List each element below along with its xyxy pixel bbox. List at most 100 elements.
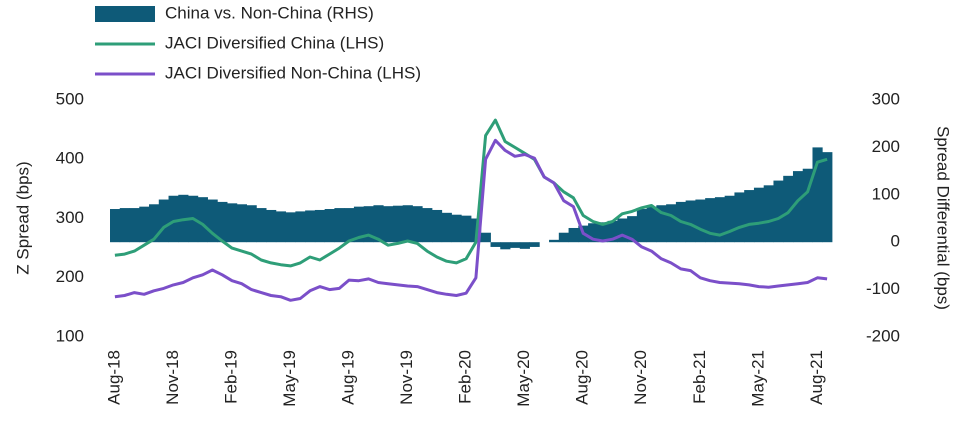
legend-label: China vs. Non-China (RHS) xyxy=(165,3,374,22)
y-axis-title: Z Spread (bps) xyxy=(13,161,32,274)
bar xyxy=(110,209,121,243)
x-tick-label: Aug-18 xyxy=(104,350,123,405)
bar xyxy=(734,192,745,243)
bar xyxy=(812,147,823,243)
x-tick-label: Nov-20 xyxy=(631,350,650,405)
legend-swatch xyxy=(95,6,155,22)
bar xyxy=(529,242,540,247)
legend-label: JACI Diversified Non-China (LHS) xyxy=(165,63,421,82)
x-tick-label: Feb-20 xyxy=(456,350,475,404)
bar xyxy=(695,199,706,243)
bar xyxy=(714,197,726,243)
bar xyxy=(314,209,326,243)
bar xyxy=(617,218,628,243)
bar xyxy=(402,205,413,243)
bar xyxy=(451,214,462,243)
bar xyxy=(392,205,404,243)
y2-tick-label: 100 xyxy=(872,184,900,203)
legend-label: JACI Diversified China (LHS) xyxy=(165,33,384,52)
bar xyxy=(724,195,735,243)
bar xyxy=(149,204,160,243)
bar xyxy=(305,210,316,243)
bar xyxy=(568,227,579,243)
y-tick-label: 100 xyxy=(56,326,84,345)
bar xyxy=(266,209,277,243)
bar xyxy=(549,239,560,243)
y-tick-label: 500 xyxy=(56,89,84,108)
x-tick-label: Nov-18 xyxy=(163,350,182,405)
bar xyxy=(753,187,765,243)
y-tick-label: 200 xyxy=(56,267,84,286)
y2-axis-title: Spread Differential (bps) xyxy=(934,126,953,310)
bar xyxy=(597,222,608,243)
bar xyxy=(412,206,423,243)
y2-tick-label: -200 xyxy=(866,326,900,345)
bar xyxy=(636,209,648,243)
bar xyxy=(227,203,238,243)
bar xyxy=(383,206,394,243)
bar xyxy=(431,209,443,243)
bar xyxy=(500,242,511,250)
bar xyxy=(802,168,813,243)
x-tick-label: Aug-19 xyxy=(339,350,358,405)
x-tick-label: Nov-19 xyxy=(397,350,416,405)
bar xyxy=(275,211,287,243)
bar xyxy=(334,208,345,243)
y2-tick-label: 300 xyxy=(872,89,900,108)
y-tick-label: 400 xyxy=(56,149,84,168)
bar xyxy=(480,232,491,243)
bar xyxy=(139,206,150,243)
bar xyxy=(324,209,335,243)
bar xyxy=(656,205,667,243)
bar xyxy=(588,223,599,243)
bar xyxy=(217,201,228,243)
x-tick-label: May-21 xyxy=(748,350,767,407)
y2-tick-label: -100 xyxy=(866,279,900,298)
bar xyxy=(256,208,267,243)
y-tick-label: 300 xyxy=(56,208,84,227)
bar xyxy=(285,212,296,243)
bar xyxy=(783,175,794,243)
bar xyxy=(422,208,433,243)
bar xyxy=(129,208,140,243)
bar xyxy=(441,212,452,243)
bar xyxy=(627,216,638,243)
bar xyxy=(158,199,169,243)
bar xyxy=(295,211,306,243)
bar xyxy=(822,152,833,243)
bar xyxy=(119,208,130,243)
x-tick-label: Feb-21 xyxy=(690,350,709,404)
y2-tick-label: 200 xyxy=(872,137,900,156)
x-tick-label: Aug-21 xyxy=(807,350,826,405)
x-tick-label: Feb-19 xyxy=(221,350,240,404)
x-tick-label: Aug-20 xyxy=(573,350,592,405)
y2-tick-label: 0 xyxy=(891,232,900,251)
bar xyxy=(344,208,355,243)
bar xyxy=(705,198,716,243)
bar xyxy=(353,206,365,243)
bar xyxy=(607,220,618,243)
bar xyxy=(685,200,696,243)
bar xyxy=(197,197,208,243)
bar xyxy=(773,180,784,243)
bar xyxy=(246,205,257,243)
line xyxy=(114,138,828,302)
bar xyxy=(461,215,472,243)
bar xyxy=(168,195,179,243)
bar xyxy=(646,206,657,243)
bar xyxy=(666,204,677,243)
bar xyxy=(519,242,530,249)
bar xyxy=(558,232,569,243)
bar xyxy=(763,185,774,243)
bar xyxy=(363,206,374,243)
bar xyxy=(207,199,218,243)
bar xyxy=(792,171,804,243)
line xyxy=(114,118,828,268)
bar xyxy=(490,242,501,247)
bar xyxy=(373,205,384,243)
bar xyxy=(744,190,755,243)
bar xyxy=(510,242,521,248)
x-tick-label: May-20 xyxy=(514,350,533,407)
x-tick-label: May-19 xyxy=(280,350,299,407)
